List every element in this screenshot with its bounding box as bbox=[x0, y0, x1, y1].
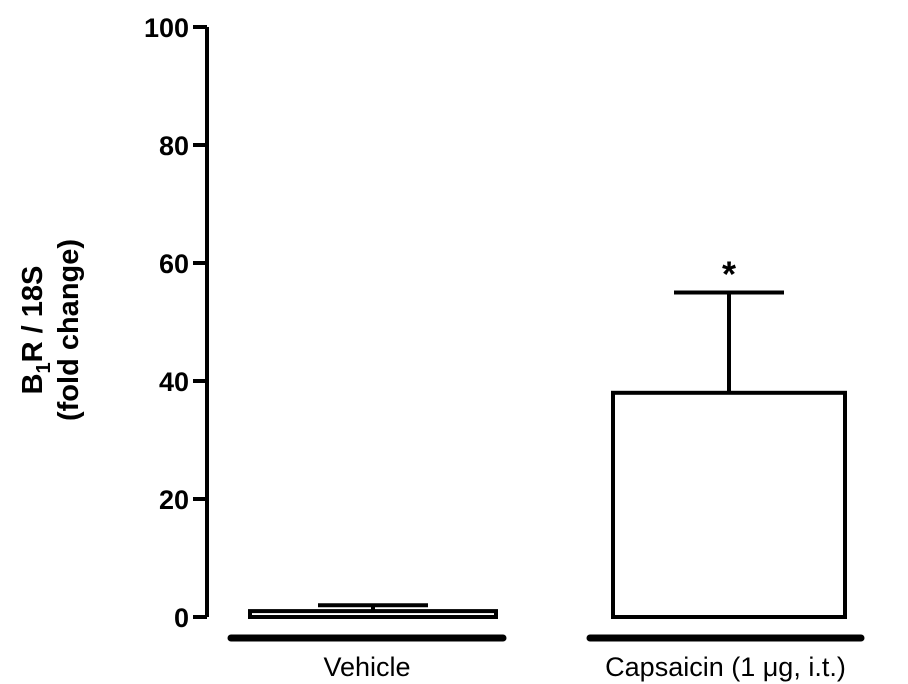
y-tick-label-0: 0 bbox=[174, 603, 189, 633]
y-axis-title-line1: B1R / 18S bbox=[17, 266, 55, 395]
y-tick-label-20: 20 bbox=[159, 485, 189, 515]
bar-1 bbox=[611, 390, 847, 619]
y-axis: 0 20 40 60 80 100 bbox=[144, 13, 209, 633]
y-tick-label-80: 80 bbox=[159, 131, 189, 161]
y-tick-label-60: 60 bbox=[159, 249, 189, 279]
y-axis-title-rest: R / 18S bbox=[17, 266, 49, 363]
category-label-0: Vehicle bbox=[323, 652, 410, 682]
y-axis-title-subscript: 1 bbox=[33, 362, 55, 373]
y-tick-label-100: 100 bbox=[144, 13, 189, 43]
category-label-1: Capsaicin (1 μg, i.t.) bbox=[605, 652, 846, 682]
y-axis-title: B1R / 18S (fold change) bbox=[17, 239, 85, 421]
y-axis-title-line2: (fold change) bbox=[53, 239, 85, 421]
bar-0 bbox=[248, 609, 498, 619]
significance-asterisk-1: * bbox=[722, 254, 736, 295]
y-axis-title-b: B bbox=[17, 373, 49, 394]
y-tick-label-40: 40 bbox=[159, 367, 189, 397]
bars: Vehicle Capsaicin (1 μg, i.t.) * bbox=[227, 254, 865, 682]
